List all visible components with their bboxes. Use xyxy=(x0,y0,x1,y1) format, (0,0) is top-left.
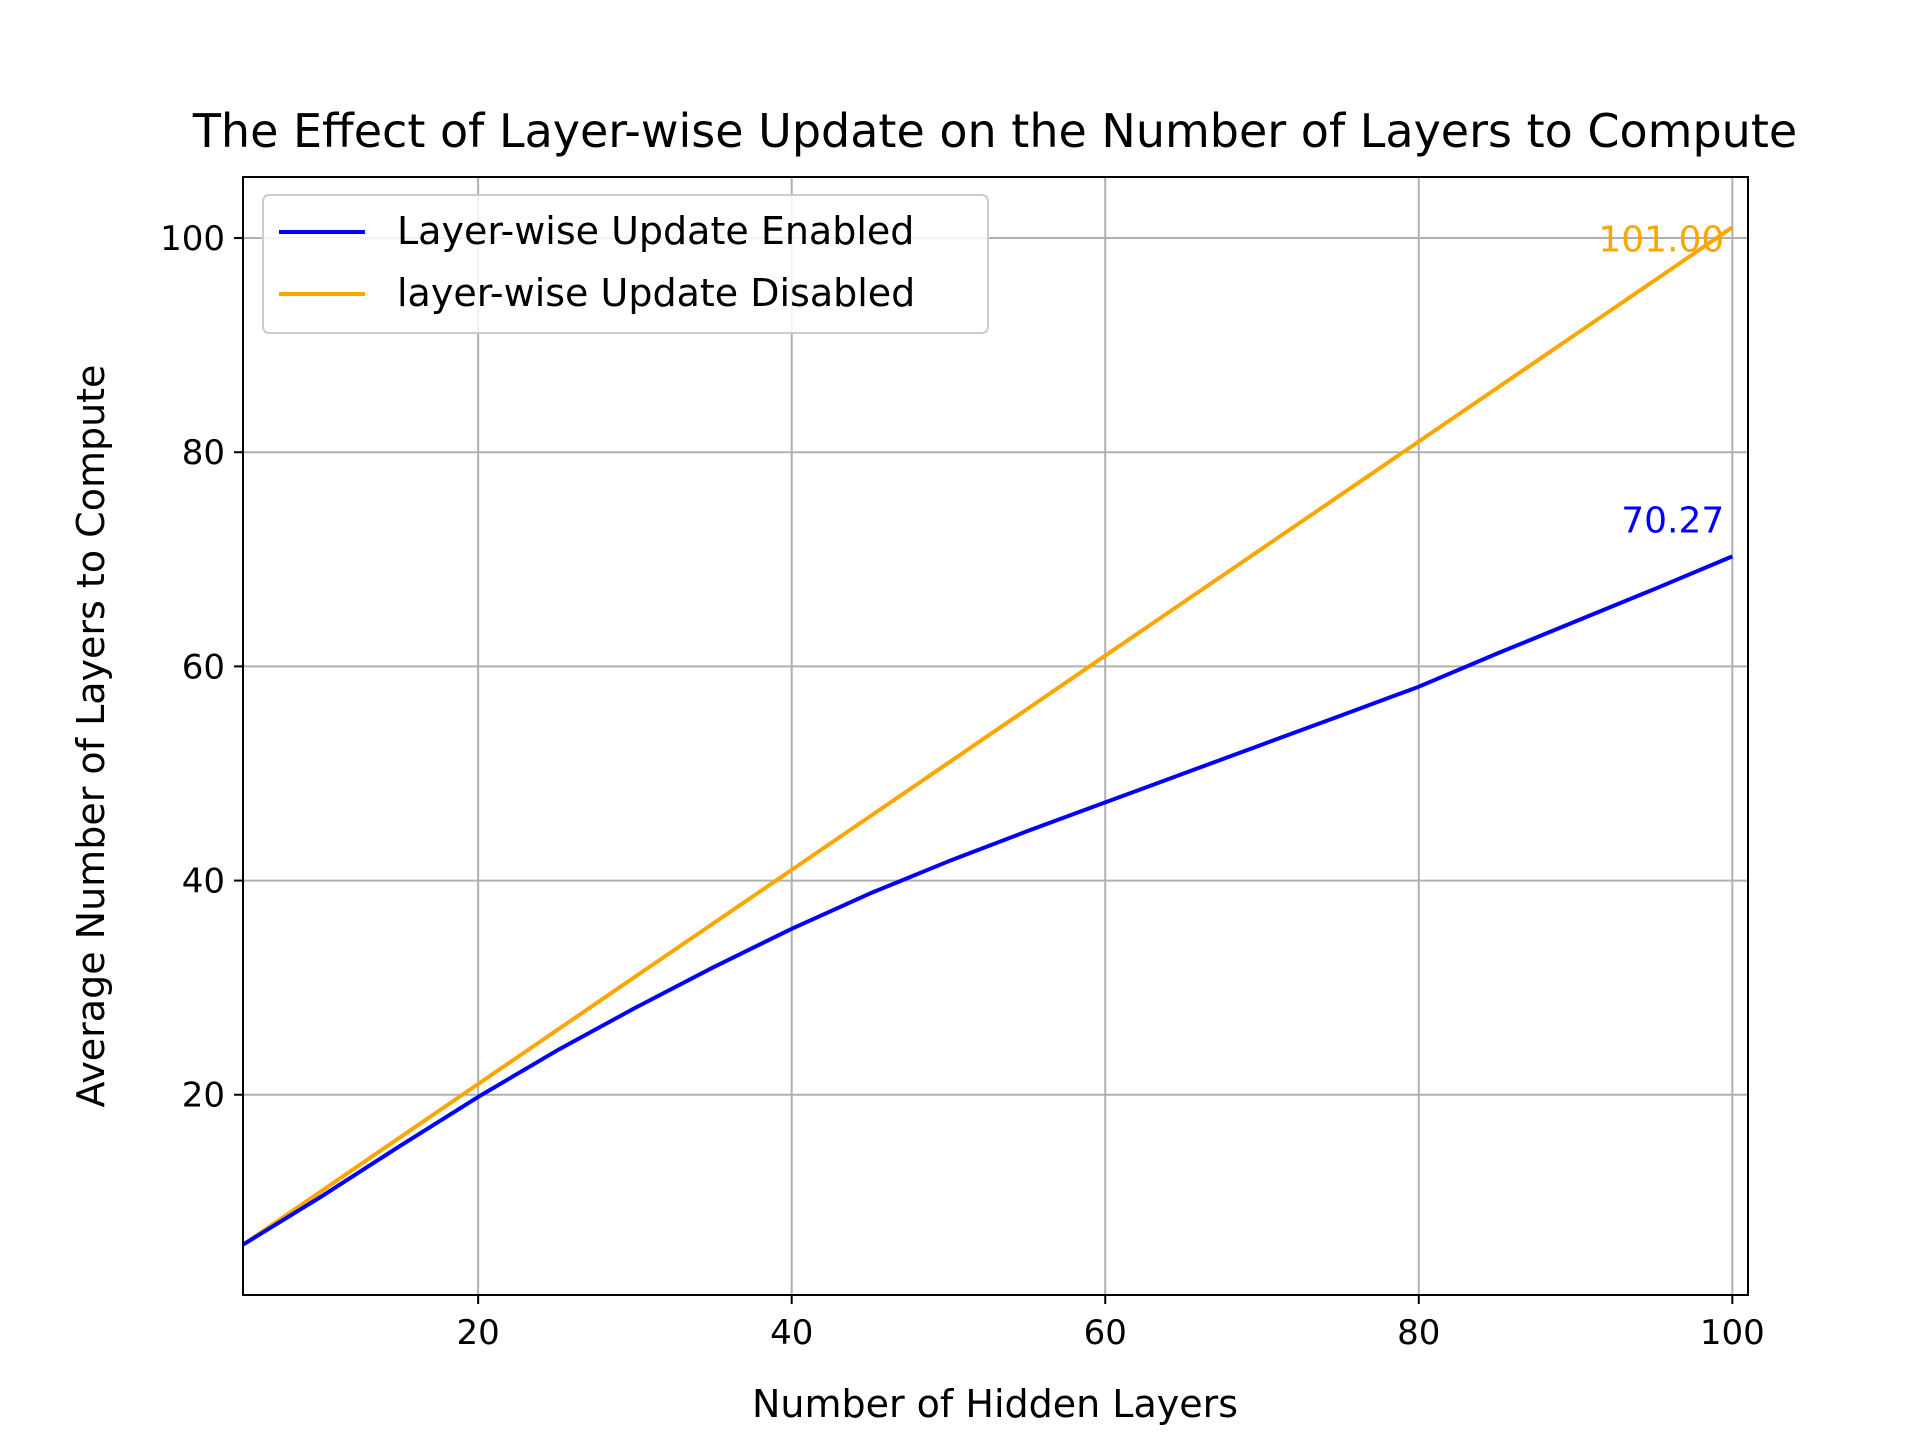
y-axis-label: Average Number of Layers to Compute xyxy=(69,365,113,1108)
x-tick-label: 100 xyxy=(1700,1313,1765,1353)
legend-label-disabled: layer-wise Update Disabled xyxy=(397,271,915,315)
y-tick-label: 60 xyxy=(182,647,225,687)
end-value-label: 101.00 xyxy=(1598,219,1724,260)
legend-label-enabled: Layer-wise Update Enabled xyxy=(397,209,914,253)
y-tick-label: 100 xyxy=(160,219,225,259)
chart-title: The Effect of Layer-wise Update on the N… xyxy=(192,104,1797,158)
legend-box xyxy=(262,194,989,334)
series-line xyxy=(241,554,1734,1247)
end-value-labels: 101.00 70.27 xyxy=(1598,219,1724,541)
axis-ticks: 20 40 60 80 100 20 40 60 80 100 xyxy=(160,219,1765,1353)
x-axis-label: Number of Hidden Layers xyxy=(752,1382,1238,1426)
x-tick-label: 80 xyxy=(1397,1313,1440,1353)
x-tick-label: 40 xyxy=(770,1313,813,1353)
y-tick-label: 80 xyxy=(182,433,225,473)
plot-frame xyxy=(242,176,1749,1296)
y-tick-label: 40 xyxy=(182,862,225,902)
x-tick-label: 60 xyxy=(1084,1313,1127,1353)
x-tick-label: 20 xyxy=(457,1313,500,1353)
series-line xyxy=(241,225,1734,1247)
y-tick-label: 20 xyxy=(182,1076,225,1116)
legend: Layer-wise Update Enabled layer-wise Upd… xyxy=(262,194,989,334)
series-lines xyxy=(241,225,1734,1247)
grid xyxy=(243,177,1748,1295)
end-value-label: 70.27 xyxy=(1621,500,1724,541)
